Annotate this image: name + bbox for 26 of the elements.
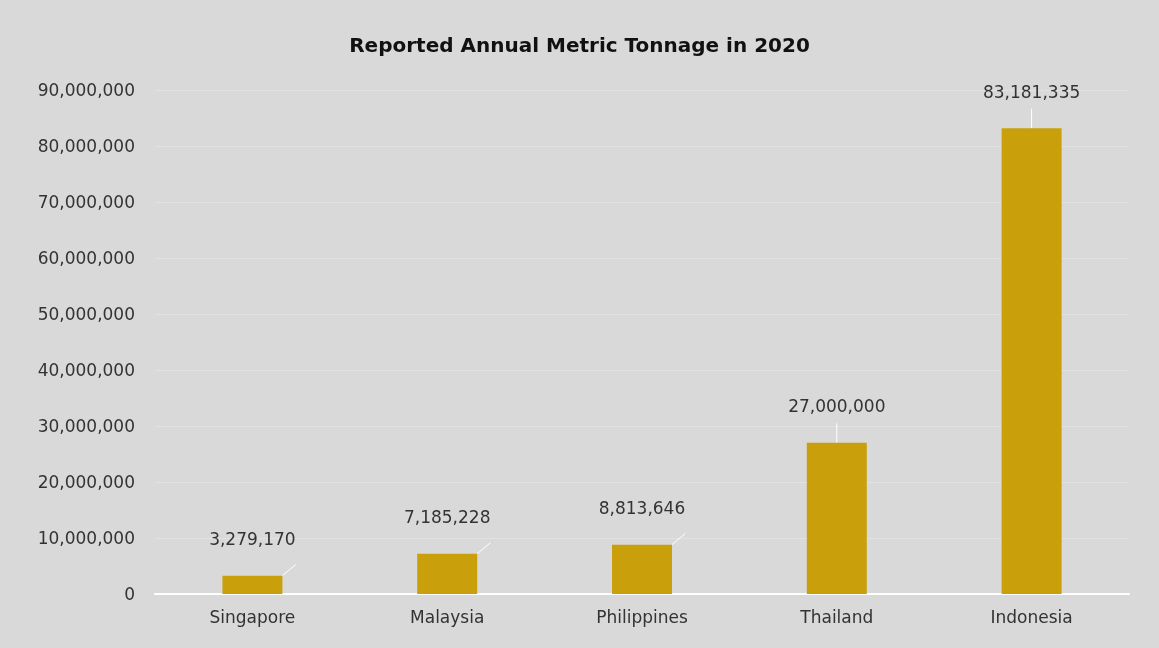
x-tick-label: Thailand (799, 606, 874, 627)
bar (612, 544, 672, 594)
x-tick-label: Singapore (209, 606, 296, 627)
chart-title: Reported Annual Metric Tonnage in 2020 (349, 33, 810, 57)
bar (1001, 128, 1062, 594)
y-tick-label: 30,000,000 (37, 416, 135, 436)
data-label: 7,185,228 (403, 507, 491, 528)
y-tick-label: 20,000,000 (37, 472, 135, 492)
y-tick-label: 80,000,000 (37, 136, 135, 156)
x-tick-label: Indonesia (990, 606, 1073, 627)
y-tick-label: 40,000,000 (37, 360, 135, 380)
y-tick-label: 50,000,000 (37, 304, 135, 324)
data-label: 27,000,000 (788, 396, 886, 417)
bar (806, 442, 867, 594)
bar (222, 575, 283, 594)
data-label: 8,813,646 (598, 498, 686, 519)
x-tick-label: Malaysia (410, 606, 485, 627)
data-label: 3,279,170 (209, 529, 296, 550)
y-tick-label: 70,000,000 (37, 192, 135, 212)
y-tick-label: 0 (124, 584, 135, 604)
y-tick-label: 60,000,000 (37, 248, 135, 268)
y-tick-label: 90,000,000 (37, 80, 135, 100)
y-tick-label: 10,000,000 (37, 528, 135, 548)
data-label: 83,181,335 (982, 81, 1081, 102)
x-tick-label: Philippines (596, 606, 688, 627)
bar (417, 553, 478, 594)
